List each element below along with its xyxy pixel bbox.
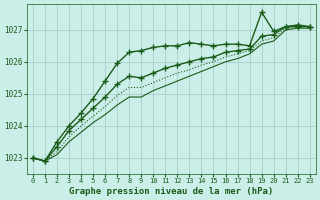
X-axis label: Graphe pression niveau de la mer (hPa): Graphe pression niveau de la mer (hPa) [69, 187, 274, 196]
